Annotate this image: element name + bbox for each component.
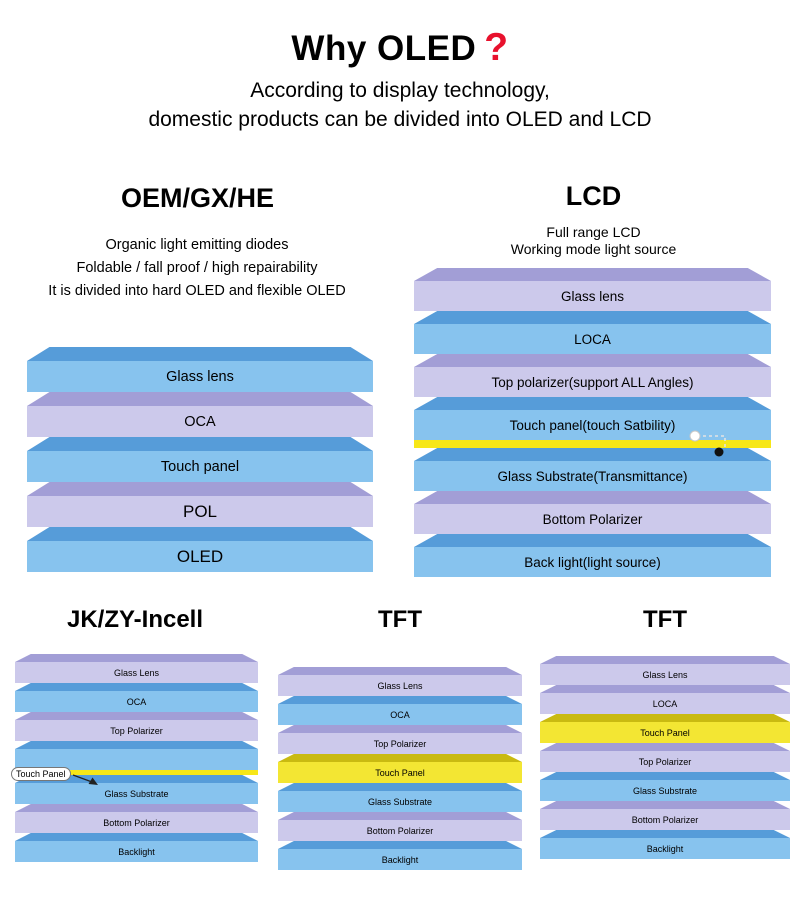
tft-middle-layer-glass-lens: Glass Lens bbox=[278, 667, 522, 696]
tft-right-layer-top-polarizer: Top Polarizer bbox=[540, 743, 790, 772]
oled-desc-line-1: Organic light emitting diodes bbox=[105, 237, 289, 253]
oled-section-description: Organic light emitting diodes Foldable /… bbox=[8, 234, 386, 303]
lcd-layer-backlight: Back light(light source) bbox=[414, 534, 771, 577]
layer-label: Bottom Polarizer bbox=[366, 825, 434, 836]
layer-label: Glass Lens bbox=[113, 667, 160, 678]
layer-label: Glass Lens bbox=[377, 680, 423, 691]
page-subtitle: According to display technology, domesti… bbox=[0, 76, 800, 134]
layer-label: OCA bbox=[184, 413, 216, 430]
tft-middle-section-heading: TFT bbox=[378, 606, 422, 633]
tft-middle-layer-stack: Glass Lens OCA Top Polarizer Touch Panel… bbox=[278, 667, 522, 870]
layer-label: Glass Lens bbox=[642, 669, 688, 680]
layer-label: LOCA bbox=[652, 698, 678, 709]
oled-desc-line-2: Foldable / fall proof / high repairabili… bbox=[76, 260, 318, 276]
incell-layer-oca: OCA bbox=[15, 683, 258, 712]
layer-label: POL bbox=[182, 501, 218, 521]
lcd-layer-touch-panel: Touch panel(touch Satbility) bbox=[414, 397, 771, 440]
lcd-desc-line-1: Full range LCD bbox=[546, 224, 641, 240]
layer-label: Touch Panel bbox=[640, 727, 690, 738]
tft-middle-layer-glass-substrate: Glass Substrate bbox=[278, 783, 522, 812]
incell-touch-panel-callout: Touch Panel bbox=[11, 767, 100, 788]
oled-desc-line-3: It is divided into hard OLED and flexibl… bbox=[48, 283, 346, 299]
layer-label: Glass lens bbox=[166, 368, 234, 385]
tft-middle-layer-top-polarizer: Top Polarizer bbox=[278, 725, 522, 754]
touch-sensor-strip bbox=[15, 770, 258, 775]
callout-label: Touch Panel bbox=[11, 767, 71, 781]
tft-middle-layer-bottom-polarizer: Bottom Polarizer bbox=[278, 812, 522, 841]
tft-middle-layer-touch-panel: Touch Panel bbox=[278, 754, 522, 783]
lcd-layer-stack: Glass lens LOCA Top polarizer(support AL… bbox=[414, 268, 771, 577]
tft-right-layer-backlight: Backlight bbox=[540, 830, 790, 859]
subtitle-line-1: According to display technology, bbox=[250, 79, 550, 102]
incell-layer-glass-substrate: Glass Substrate bbox=[15, 775, 258, 804]
oled-section-heading: OEM/GX/HE bbox=[120, 183, 275, 213]
incell-layer-glass-lens: Glass Lens bbox=[15, 654, 258, 683]
oled-layer-stack: Glass lens OCA Touch panel POL OLED bbox=[27, 347, 373, 572]
lcd-layer-bottom-polarizer: Bottom Polarizer bbox=[414, 491, 771, 534]
layer-label: Glass Substrate bbox=[367, 796, 433, 807]
lcd-layer-glass-substrate: Glass Substrate(Transmittance) bbox=[414, 448, 771, 491]
lcd-section-heading: LCD bbox=[565, 181, 622, 211]
layer-label: Top Polarizer bbox=[110, 725, 163, 736]
layer-label: Bottom Polarizer bbox=[631, 814, 699, 825]
subtitle-line-2: domestic products can be divided into OL… bbox=[148, 108, 652, 131]
title-text: Why OLED bbox=[291, 29, 477, 68]
layer-label: LOCA bbox=[574, 331, 611, 347]
layer-label: Bottom Polarizer bbox=[103, 817, 170, 828]
layer-label: Top polarizer(support ALL Angles) bbox=[491, 374, 694, 390]
tft-right-layer-loca: LOCA bbox=[540, 685, 790, 714]
layer-label: OLED bbox=[176, 546, 224, 566]
layer-label: OCA bbox=[126, 696, 147, 707]
layer-label: Glass Substrate(Transmittance) bbox=[497, 468, 688, 484]
touch-sensor-strip bbox=[414, 440, 771, 448]
oled-layer-oled: OLED bbox=[27, 527, 373, 572]
layer-label: Bottom Polarizer bbox=[542, 511, 643, 527]
incell-section-heading: JK/ZY-Incell bbox=[66, 606, 204, 633]
incell-layer-backlight: Backlight bbox=[15, 833, 258, 862]
oled-layer-glass-lens: Glass lens bbox=[27, 347, 373, 392]
page-title: Why OLED? bbox=[0, 26, 800, 70]
layer-label: Touch Panel bbox=[375, 767, 425, 778]
red-question-mark: ? bbox=[484, 26, 509, 69]
layer-label: Backlight bbox=[118, 846, 155, 857]
touch-point-annotation-icon bbox=[689, 430, 726, 457]
oled-layer-oca: OCA bbox=[27, 392, 373, 437]
incell-layer-cell bbox=[15, 741, 258, 770]
layer-label: Glass Substrate bbox=[104, 788, 169, 799]
layer-label: Backlight bbox=[381, 854, 419, 865]
layer-label: OCA bbox=[390, 709, 410, 720]
lcd-layer-loca: LOCA bbox=[414, 311, 771, 354]
lcd-layer-glass-lens: Glass lens bbox=[414, 268, 771, 311]
layer-label: Glass Substrate bbox=[632, 785, 698, 796]
callout-arrow-icon bbox=[72, 774, 98, 785]
lcd-section-description: Full range LCD Working mode light source bbox=[415, 224, 772, 258]
tft-right-layer-stack: Glass Lens LOCA Touch Panel Top Polarize… bbox=[540, 656, 790, 859]
tft-right-section-heading: TFT bbox=[643, 606, 687, 633]
tft-right-layer-glass-substrate: Glass Substrate bbox=[540, 772, 790, 801]
layer-label: Touch panel(touch Satbility) bbox=[509, 417, 676, 433]
incell-layer-top-polarizer: Top Polarizer bbox=[15, 712, 258, 741]
lcd-layer-top-polarizer: Top polarizer(support ALL Angles) bbox=[414, 354, 771, 397]
layer-label: Top Polarizer bbox=[638, 756, 692, 767]
lcd-desc-line-2: Working mode light source bbox=[510, 241, 677, 257]
tft-right-layer-touch-panel: Touch Panel bbox=[540, 714, 790, 743]
layer-label: Backlight bbox=[646, 843, 684, 854]
incell-layer-bottom-polarizer: Bottom Polarizer bbox=[15, 804, 258, 833]
tft-middle-layer-backlight: Backlight bbox=[278, 841, 522, 870]
layer-label: Back light(light source) bbox=[524, 554, 661, 570]
oled-layer-touch-panel: Touch panel bbox=[27, 437, 373, 482]
tft-right-layer-glass-lens: Glass Lens bbox=[540, 656, 790, 685]
layer-label: Glass lens bbox=[560, 288, 625, 304]
oled-layer-pol: POL bbox=[27, 482, 373, 527]
incell-layer-stack: Glass Lens OCA Top Polarizer Glass Subst… bbox=[15, 654, 258, 862]
layer-label: Top Polarizer bbox=[373, 738, 427, 749]
tft-right-layer-bottom-polarizer: Bottom Polarizer bbox=[540, 801, 790, 830]
tft-middle-layer-oca: OCA bbox=[278, 696, 522, 725]
layer-label: Touch panel bbox=[160, 458, 240, 475]
